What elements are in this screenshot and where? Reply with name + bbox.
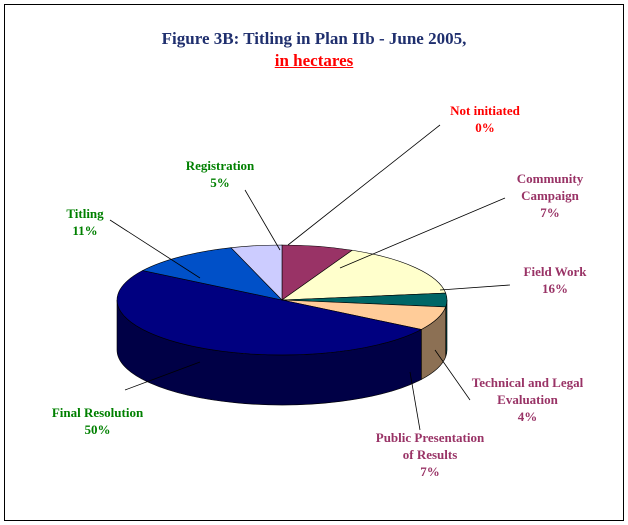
slice-label: Registration [185, 158, 255, 173]
leader-line [124, 361, 201, 391]
slice-label: Not initiated [450, 103, 520, 118]
slice-label: Titling [66, 206, 104, 221]
slice-label: Technical and Legal Evaluation [471, 375, 584, 407]
slice-value-label: 0% [475, 120, 495, 135]
slice-value-label: 7% [420, 464, 440, 479]
slice-value-label: 7% [540, 205, 560, 220]
slice-value-label: 11% [72, 223, 98, 238]
pie-slice [280, 249, 447, 301]
chart-title: Figure 3B: Titling in Plan IIb - June 20… [161, 29, 467, 48]
leader-line [244, 189, 281, 251]
slice-value-label: 16% [542, 281, 568, 296]
slice-value-label: 50% [84, 422, 111, 437]
leader-line [287, 124, 441, 246]
chart-subtitle: in hectares [274, 51, 354, 70]
leader-line [409, 371, 421, 431]
pie-slice [230, 244, 283, 301]
leader-line [339, 197, 506, 269]
leader-line [434, 349, 471, 401]
leader-line [439, 284, 511, 291]
leader-line [109, 219, 201, 279]
slice-value-label: 5% [210, 175, 230, 190]
slice-label: Field Work [523, 264, 587, 279]
pie-slice [116, 270, 423, 356]
slice-label: Community Campaign [516, 171, 584, 203]
pie-slice [141, 247, 283, 301]
slice-label: Public Presentation of Results [375, 430, 485, 462]
slice-value-label: 4% [517, 409, 538, 424]
slice-label: Final Resolution [51, 405, 144, 420]
